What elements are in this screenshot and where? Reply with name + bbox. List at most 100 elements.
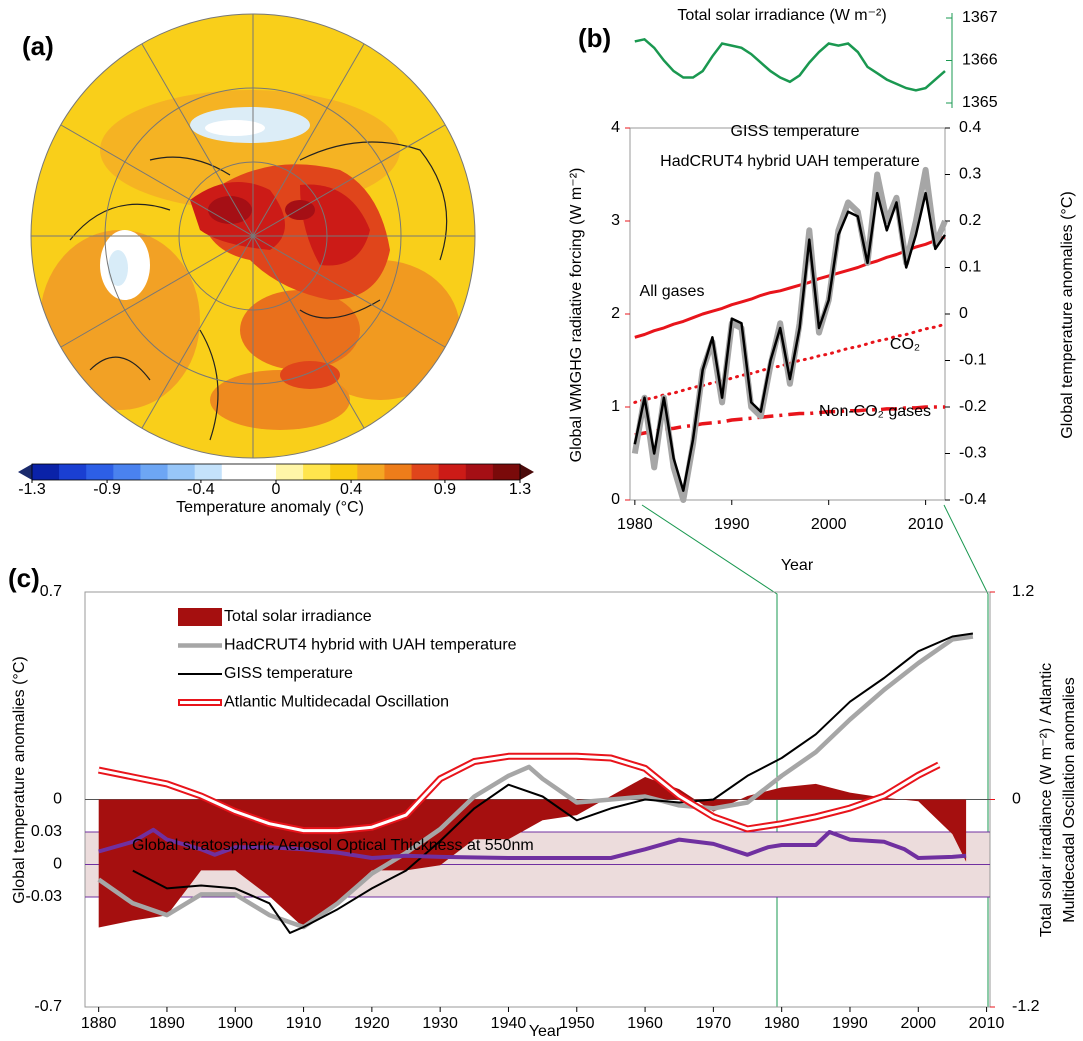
legend-label: HadCRUT4 hybrid with UAH temperature	[224, 637, 517, 654]
colorbar-tick-label: -1.3	[18, 481, 46, 498]
series-line	[132, 632, 974, 934]
y2-tick-label: -0.2	[959, 398, 987, 415]
map-graticule	[30, 13, 476, 459]
series-line	[633, 322, 947, 404]
colorbar-label: Temperature anomaly (°C)	[176, 499, 364, 516]
y-tick-label: 0.7	[40, 583, 62, 600]
y2-tick-label: 0.3	[959, 166, 981, 183]
y-tick-label: 0	[53, 791, 62, 808]
y3-tick-label: 0	[53, 856, 62, 873]
x-tick-label: 1980	[617, 516, 653, 533]
colorbar-swatch	[330, 464, 358, 480]
colorbar-tick-label: 0.4	[340, 481, 362, 498]
x-tick-label: 1910	[286, 1015, 322, 1032]
series-line	[634, 235, 946, 339]
panel-label: (c)	[8, 563, 40, 593]
y-axis-title: Global temperature anomalies (°C)	[11, 656, 28, 903]
colorbar-over	[520, 464, 534, 480]
x-tick-label: 1940	[491, 1015, 527, 1032]
x-tick-label: 1930	[422, 1015, 458, 1032]
y-tick-label: 0	[611, 491, 620, 508]
colorbar-swatch	[167, 464, 196, 480]
x-tick-label: 1880	[81, 1015, 117, 1032]
series-label: Non-CO₂ gases	[819, 403, 931, 420]
y-tick-label: 1367	[962, 9, 998, 26]
colorbar-under	[18, 464, 32, 480]
y-tick-label: 1	[611, 398, 620, 415]
colorbar-swatch	[492, 464, 521, 480]
tsi-line	[634, 37, 946, 92]
colorbar-swatch	[248, 464, 277, 480]
x-axis-title: Year	[529, 1023, 562, 1040]
y3-tick-label: 0.03	[31, 823, 62, 840]
colorbar-swatch	[303, 464, 331, 480]
colorbar-swatch	[411, 464, 440, 480]
series-line	[631, 166, 948, 503]
legend-label: GISS temperature	[224, 665, 353, 682]
y2-axis-title: Total solar irradiance (W m⁻²) / Atlanti…	[1038, 663, 1055, 937]
colorbar-swatch	[194, 464, 223, 480]
series-label: Global stratospheric Aerosol Optical Thi…	[132, 837, 534, 854]
series-line	[634, 405, 945, 437]
x-tick-label: 2000	[811, 516, 847, 533]
y2-tick-label: 0.2	[959, 212, 981, 229]
colorbar-swatch	[140, 464, 169, 480]
y2-tick-label: 0.4	[959, 119, 981, 136]
panel-label: (a)	[22, 31, 54, 61]
y2-tick-label: -0.1	[959, 352, 987, 369]
colorbar-tick-label: -0.4	[187, 481, 215, 498]
x-tick-label: 1960	[627, 1015, 663, 1032]
series-label: All gases	[640, 283, 705, 300]
series-line	[633, 191, 947, 492]
y3-tick-label: -0.03	[26, 888, 63, 905]
colorbar-swatch	[113, 464, 141, 480]
colorbar-swatch	[438, 464, 467, 480]
area	[98, 777, 967, 928]
series-label: HadCRUT4 hybrid UAH temperature	[660, 153, 920, 170]
y-axis-title: Global WMGHG radiative forcing (W m⁻²)	[568, 168, 585, 463]
panel-label: (b)	[578, 23, 611, 53]
chart-title: Total solar irradiance (W m⁻²)	[677, 7, 886, 24]
x-tick-label: 1890	[149, 1015, 185, 1032]
series-line	[98, 827, 967, 860]
legend-label: Atlantic Multidecadal Oscillation	[224, 694, 449, 711]
y-tick-label: 1366	[962, 52, 998, 69]
x-tick-label: 1990	[832, 1015, 868, 1032]
x-tick-label: 2000	[900, 1015, 936, 1032]
legend-swatch	[178, 608, 222, 626]
x-tick-label: 2010	[969, 1015, 1005, 1032]
colorbar-swatch	[357, 464, 385, 480]
y2-tick-label: 1.2	[1012, 583, 1034, 600]
colorbar-swatch	[221, 464, 250, 480]
x-tick-label: 1920	[354, 1015, 390, 1032]
y2-tick-label: 0	[1012, 791, 1021, 808]
y2-axis-title: Global temperature anomalies (°C)	[1059, 191, 1076, 438]
series-line-inner	[98, 754, 940, 833]
y2-tick-label: 0.1	[959, 259, 981, 276]
series-line	[97, 634, 974, 930]
y-tick-label: 4	[611, 119, 620, 136]
series-label: CO₂	[890, 336, 920, 353]
y2-tick-label: 0	[959, 305, 968, 322]
y2-axis-title: Multidecadal Oscillation anomalies	[1061, 677, 1078, 922]
x-tick-label: 1950	[559, 1015, 595, 1032]
colorbar-swatch	[32, 464, 60, 480]
colorbar-tick-label: 1.3	[509, 481, 531, 498]
colorbar-tick-label: 0	[272, 481, 281, 498]
x-tick-label: 1970	[696, 1015, 732, 1032]
y-tick-label: 2	[611, 305, 620, 322]
plot-frame	[629, 127, 946, 501]
y-tick-label: 1365	[962, 94, 998, 111]
colorbar-swatch	[86, 464, 114, 480]
x-tick-label: 2010	[908, 516, 944, 533]
x-tick-label: 1900	[217, 1015, 253, 1032]
x-tick-label: 1990	[714, 516, 750, 533]
x-tick-label: 1980	[764, 1015, 800, 1032]
y2-tick-label: -1.2	[1012, 998, 1040, 1015]
y-tick-label: -0.7	[34, 998, 62, 1015]
series-label: GISS temperature	[731, 123, 860, 140]
colorbar-tick-label: -0.9	[93, 481, 121, 498]
y2-tick-label: -0.4	[959, 491, 987, 508]
legend-label: Total solar irradiance	[224, 608, 372, 625]
